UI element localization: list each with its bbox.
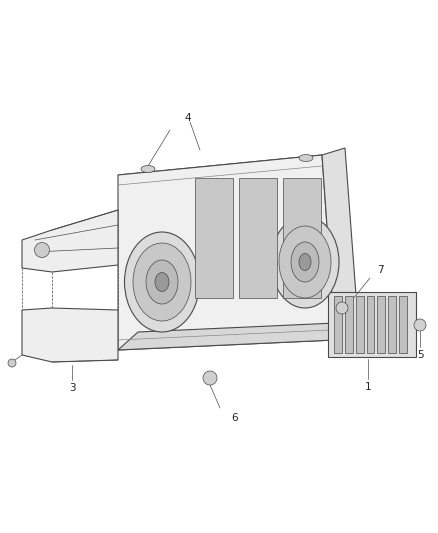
Polygon shape: [322, 148, 358, 340]
Polygon shape: [118, 155, 334, 183]
Text: 7: 7: [377, 265, 383, 275]
Ellipse shape: [155, 272, 169, 292]
Ellipse shape: [271, 216, 339, 308]
Bar: [239, 178, 277, 298]
Polygon shape: [118, 322, 358, 350]
Text: 4: 4: [185, 113, 191, 123]
Ellipse shape: [35, 243, 49, 257]
Ellipse shape: [414, 319, 426, 331]
Bar: [283, 178, 321, 298]
Bar: [345, 296, 353, 353]
Bar: [356, 296, 364, 353]
Ellipse shape: [133, 243, 191, 321]
Ellipse shape: [146, 260, 178, 304]
Text: 5: 5: [417, 350, 423, 360]
Ellipse shape: [299, 155, 313, 161]
Ellipse shape: [8, 359, 16, 367]
Ellipse shape: [124, 232, 199, 332]
Text: 6: 6: [232, 413, 238, 423]
Polygon shape: [22, 210, 118, 272]
Ellipse shape: [299, 254, 311, 271]
Ellipse shape: [291, 242, 319, 282]
Polygon shape: [118, 155, 335, 350]
Bar: [335, 296, 342, 353]
Bar: [328, 292, 416, 357]
Bar: [378, 296, 385, 353]
Ellipse shape: [203, 371, 217, 385]
Text: 3: 3: [69, 383, 75, 393]
Ellipse shape: [279, 226, 331, 298]
Bar: [388, 296, 396, 353]
Bar: [367, 296, 374, 353]
Text: 1: 1: [365, 382, 371, 392]
Polygon shape: [22, 308, 118, 362]
Bar: [195, 178, 233, 298]
Bar: [399, 296, 406, 353]
Ellipse shape: [141, 166, 155, 173]
Ellipse shape: [336, 302, 348, 314]
